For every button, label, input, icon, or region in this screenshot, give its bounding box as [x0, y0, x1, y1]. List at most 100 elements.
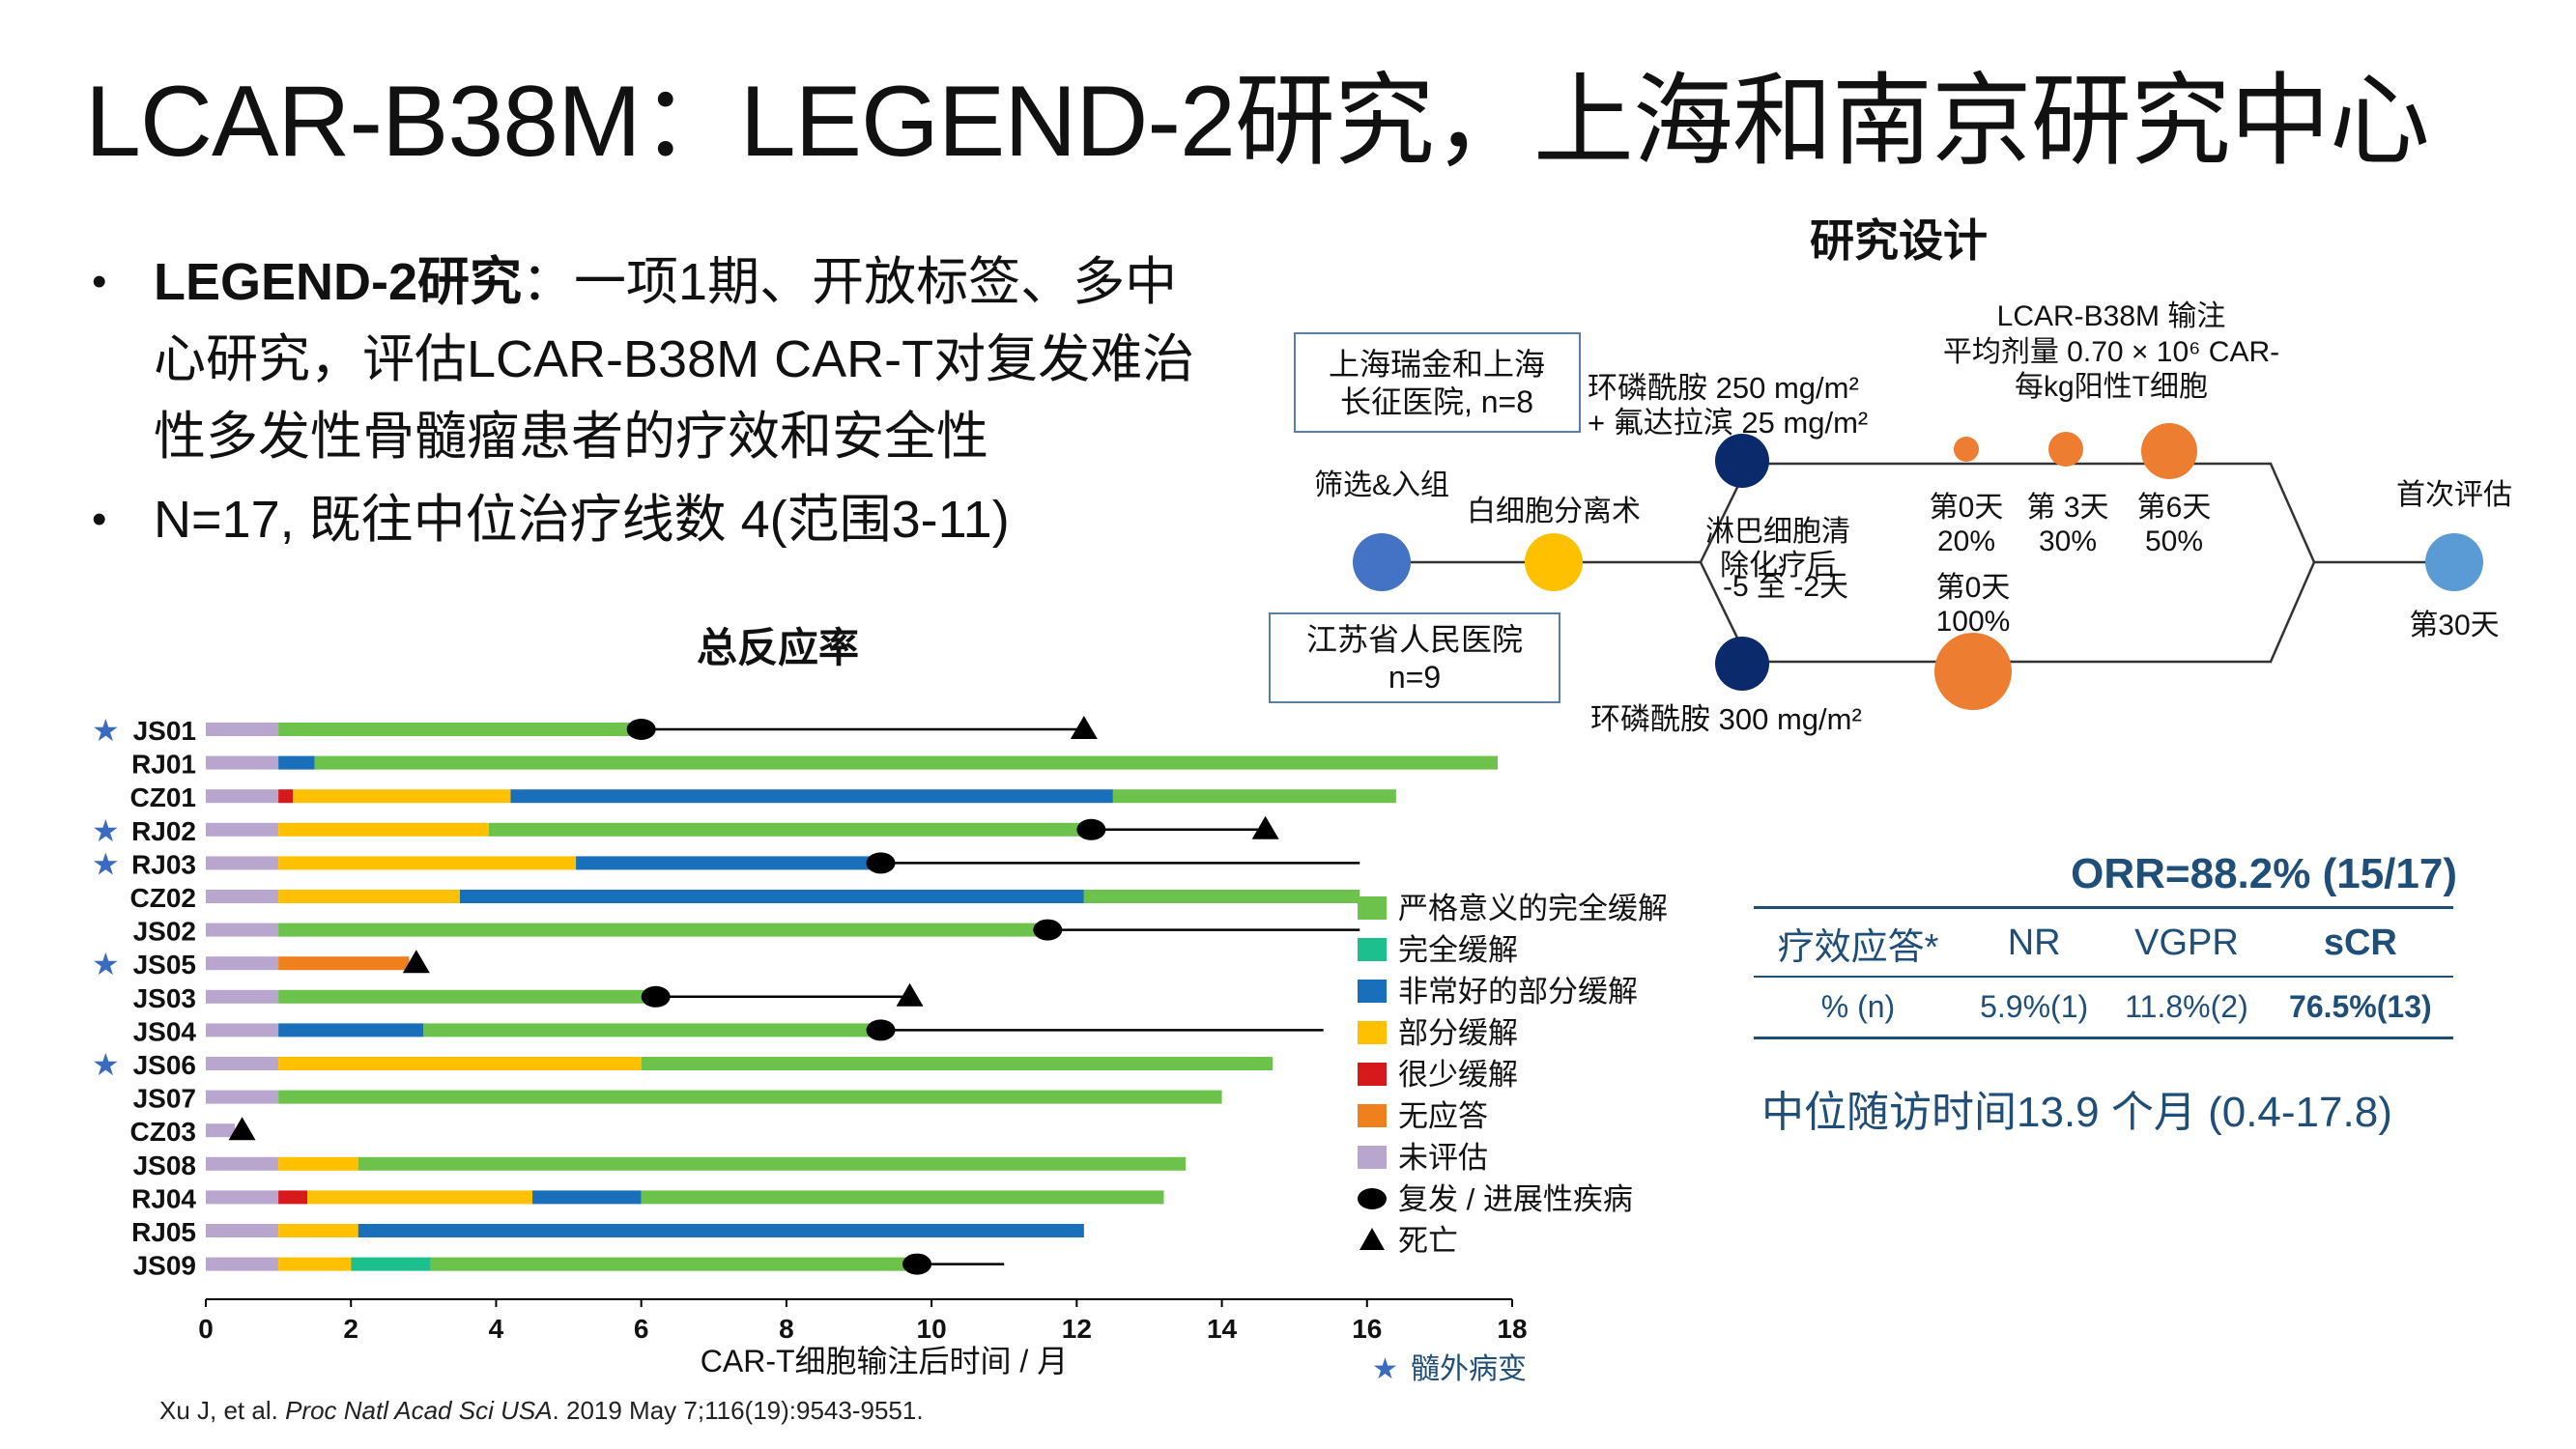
regimen-top-line2: + 氟达拉滨 25 mg/m² [1588, 406, 1868, 440]
dose-day0-label: 第0天 [1930, 492, 2004, 524]
orr-value-row: % (n) 5.9%(1) 11.8%(2) 76.5%(13) [1754, 977, 2453, 1039]
response-bar-ne [206, 822, 279, 837]
screening-node [1353, 533, 1411, 591]
dose-day3-label: 第 3天 [2026, 492, 2108, 524]
dose-day0-pct: 20% [1937, 526, 1995, 557]
response-bar-pr [278, 856, 577, 870]
response-bar-pr [307, 1190, 532, 1205]
relapse-marker [866, 852, 896, 874]
response-bar-scr [358, 1156, 1186, 1171]
patient-label: JS01 [133, 716, 196, 746]
bullet-study: • LEGEND-2研究：一项1期、开放标签、多中心研究，评估LCAR-B38M… [92, 243, 1203, 475]
response-bar-vgpr [459, 890, 1084, 903]
orr-cell-vgpr: 11.8%(2) [2105, 977, 2268, 1039]
dose-node-day3 [2048, 432, 2083, 467]
dose-node-single [1934, 633, 2012, 710]
response-bar-nr [278, 956, 410, 971]
lymphodepletion-line1: 淋巴细胞清 [1705, 516, 1850, 548]
response-bar-pr [278, 1257, 352, 1271]
x-tick-label: 12 [1062, 1314, 1092, 1344]
orr-header-response: 疗效应答* [1754, 906, 1962, 978]
response-bar-ne [206, 1023, 279, 1037]
response-bar-scr [430, 1257, 918, 1271]
response-bar-ne [206, 956, 279, 971]
regimen-bottom: 环磷酰胺 300 mg/m² [1590, 702, 1862, 736]
patient-label: JS04 [133, 1016, 197, 1046]
legend-label: 完全缓解 [1398, 933, 1518, 967]
patient-label: JS03 [133, 983, 196, 1013]
apheresis-label: 白细胞分离术 [1467, 496, 1641, 527]
response-bar-ne [206, 1257, 279, 1271]
patient-label: CZ03 [130, 1117, 196, 1147]
legend-label: 很少缓解 [1398, 1058, 1518, 1092]
patient-label: CZ01 [130, 782, 196, 812]
response-bar-ne [206, 923, 279, 937]
x-tick-label: 4 [489, 1314, 504, 1344]
bullet-dot: • [92, 496, 107, 543]
response-bar-scr [423, 1023, 881, 1037]
patient-label: RJ04 [131, 1183, 196, 1213]
response-bar-vgpr [532, 1190, 642, 1205]
legend-swatch-mr [1358, 1063, 1387, 1086]
response-bar-scr [278, 1090, 1222, 1104]
first-eval-day: 第30天 [2409, 610, 2499, 641]
legend-label: 死亡 [1398, 1224, 1458, 1258]
legend-swatch-relapse [1358, 1188, 1387, 1209]
infusion-line3: 每kg阳性T细胞 [2015, 371, 2208, 403]
response-bar-pr [278, 1224, 358, 1237]
relapse-marker [902, 1253, 932, 1275]
orr-header-scr: sCR [2267, 906, 2453, 978]
response-bar-vgpr [278, 755, 315, 770]
relapse-marker [1076, 818, 1106, 840]
relapse-marker [866, 1019, 896, 1041]
infusion-line1: LCAR-B38M 输注 [1997, 300, 2226, 332]
citation-details: . 2019 May 7;116(19):9543-9551. [552, 1396, 924, 1425]
patient-label: JS02 [133, 917, 196, 947]
response-bar-scr [278, 923, 1048, 937]
response-bar-mr [278, 1190, 308, 1205]
single-dose-day: 第0天 [1936, 572, 2011, 604]
bullet-study-text: ：一项1期、开放标签、多中心研究，评估LCAR-B38M CAR-T对复发难治性… [154, 253, 1195, 466]
x-tick-label: 2 [343, 1314, 358, 1344]
single-dose-pct: 100% [1936, 606, 2011, 638]
extramedullary-star: ★ [92, 713, 120, 748]
chemo-node-top [1715, 434, 1769, 488]
response-bar-ne [206, 1190, 279, 1205]
x-tick-label: 14 [1207, 1314, 1238, 1344]
screening-label: 筛选&入组 [1314, 469, 1449, 501]
patient-label: JS09 [133, 1251, 196, 1281]
death-marker [896, 982, 924, 1007]
legend-star-icon: ★ [1372, 1353, 1398, 1385]
extramedullary-star: ★ [92, 1047, 120, 1082]
response-bar-mr [278, 789, 294, 804]
orr-cell-scr: 76.5%(13) [2267, 977, 2453, 1039]
x-axis-label: CAR-T细胞输注后时间 / 月 [701, 1344, 1068, 1378]
death-marker [1070, 716, 1098, 739]
legend-label: 部分缓解 [1398, 1016, 1518, 1050]
x-tick-label: 6 [634, 1314, 649, 1344]
dose-node-day6 [2141, 423, 2197, 479]
site1-label-line1: 上海瑞金和上海 [1329, 347, 1545, 382]
study-design-diagram: 研究设计 上海瑞金和上海 长征医院, n=8 江苏省人民医院 n=9 筛选&入组… [1269, 217, 2512, 736]
response-bar-pr [293, 789, 511, 804]
chart-title: 总反应率 [697, 625, 859, 670]
response-bar-ne [206, 789, 279, 804]
orr-header-vgpr: VGPR [2105, 906, 2268, 978]
infusion-line2: 平均剂量 0.70 × 10⁶ CAR- [1943, 336, 2279, 368]
response-bar-ne [206, 723, 279, 736]
response-bar-ne [206, 1156, 279, 1171]
response-bar-scr [641, 1190, 1164, 1205]
relapse-marker [626, 719, 656, 740]
bullet-patients-text: N=17, 既往中位治疗线数 4(范围3-11) [154, 491, 1010, 549]
response-bar-scr [1083, 890, 1360, 903]
patient-label: JS06 [133, 1050, 196, 1080]
response-bar-scr [278, 723, 642, 736]
legend-label: 复发 / 进展性疾病 [1398, 1182, 1633, 1216]
orr-table: 疗效应答* NR VGPR sCR % (n) 5.9%(1) 11.8%(2)… [1754, 906, 2453, 1039]
design-title: 研究设计 [1810, 217, 1988, 266]
chemo-node-bottom [1715, 637, 1769, 691]
legend-swatch-pr [1358, 1021, 1387, 1044]
death-marker [402, 950, 430, 974]
orr-cell-label: % (n) [1754, 977, 1962, 1039]
